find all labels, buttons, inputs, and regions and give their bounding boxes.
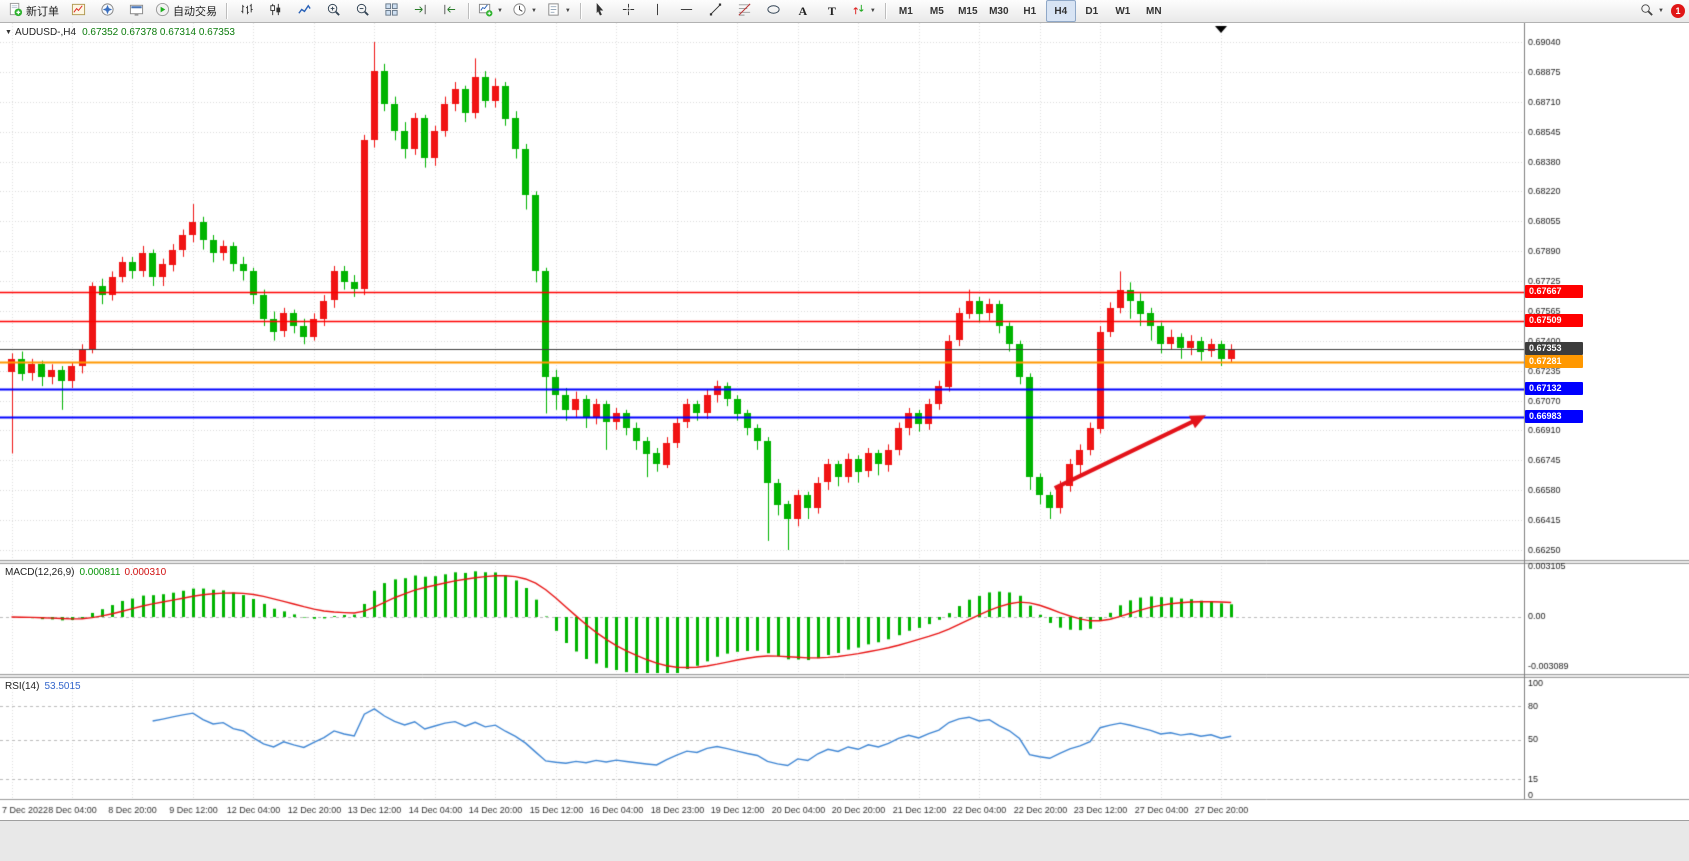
- new-order-label: 新订单: [26, 6, 59, 18]
- zoom-out-icon: [355, 2, 370, 20]
- timeframe-button-W1[interactable]: W1: [1115, 5, 1131, 17]
- shapes-tool-button[interactable]: [760, 0, 788, 22]
- new-chart-icon: [478, 2, 493, 20]
- timeframe-toolbar: M1 M5 M15 M30 H1 H4 D1 W1 MN: [891, 0, 1169, 22]
- toolbar-separator: [884, 3, 886, 19]
- chart-shift-button[interactable]: [435, 0, 463, 22]
- zoom-out-button[interactable]: [348, 0, 376, 22]
- candlestick-chart-button[interactable]: [261, 0, 289, 22]
- crosshair-icon: [621, 2, 636, 20]
- template-icon: [546, 2, 561, 20]
- text-label-tool-button[interactable]: T: [818, 0, 846, 22]
- arrows-icon: [851, 2, 866, 20]
- timeframe-button-M5[interactable]: M5: [929, 5, 944, 17]
- horizontal-line-icon: [679, 2, 694, 20]
- auto-trading-label: 自动交易: [173, 6, 217, 18]
- new-chart-button[interactable]: ▼: [474, 0, 507, 22]
- toolbar-separator: [579, 3, 581, 19]
- current-price-tag: 0.67353: [1525, 342, 1583, 355]
- level-price-tag: 0.67509: [1525, 314, 1583, 327]
- new-order-icon: [8, 2, 23, 20]
- cursor-icon: [592, 2, 607, 20]
- navigator-button[interactable]: [93, 0, 121, 22]
- tile-windows-button[interactable]: [377, 0, 405, 22]
- text-tool-button[interactable]: A: [789, 0, 817, 22]
- periods-button[interactable]: ▼: [508, 0, 541, 22]
- chart-dropdown-icon[interactable]: ▼: [5, 29, 12, 36]
- auto-scroll-button[interactable]: [406, 0, 434, 22]
- zoom-in-icon: [326, 2, 341, 20]
- line-chart-button[interactable]: [290, 0, 318, 22]
- new-order-button[interactable]: 新订单: [4, 0, 63, 22]
- line-chart-icon: [297, 2, 312, 20]
- chevron-down-icon: ▼: [869, 8, 876, 14]
- vertical-line-icon: [650, 2, 665, 20]
- navigator-icon: [100, 2, 115, 20]
- fibonacci-tool-button[interactable]: [731, 0, 759, 22]
- price-chart-canvas[interactable]: [0, 23, 1689, 820]
- tile-windows-icon: [384, 2, 399, 20]
- auto-trading-icon: [155, 2, 170, 20]
- market-watch-button[interactable]: [64, 0, 92, 22]
- fibonacci-icon: [737, 2, 752, 20]
- search-icon: [1639, 2, 1654, 20]
- window-bottom-strip: [0, 820, 1689, 861]
- terminal-icon: [129, 2, 144, 20]
- trendline-tool-button[interactable]: [702, 0, 730, 22]
- bar-chart-icon: [239, 2, 254, 20]
- chart-shift-icon: [442, 2, 457, 20]
- timeframe-button-D1[interactable]: D1: [1085, 5, 1099, 17]
- search-button[interactable]: ▼: [1635, 0, 1668, 22]
- label-tool-icon: T: [827, 3, 836, 18]
- toolbar-separator: [468, 3, 469, 19]
- crosshair-button[interactable]: [615, 0, 643, 22]
- main-toolbar: 新订单 自动交易: [0, 0, 1689, 23]
- arrows-tool-button[interactable]: ▼: [847, 0, 880, 22]
- chevron-down-icon: ▼: [497, 8, 503, 14]
- trendline-icon: [708, 2, 723, 20]
- chart-window: ▼ AUDUSD-,H4 0.67352 0.67378 0.67314 0.673…: [0, 23, 1689, 820]
- cursor-button[interactable]: [586, 0, 614, 22]
- toolbar-right-group: ▼ 1: [1635, 0, 1685, 22]
- auto-trading-button[interactable]: 自动交易: [151, 0, 221, 22]
- candlestick-chart-icon: [268, 2, 283, 20]
- vertical-line-tool-button[interactable]: [644, 0, 672, 22]
- chevron-down-icon: ▼: [1658, 8, 1664, 14]
- timeframe-button-H1[interactable]: H1: [1023, 5, 1037, 17]
- ellipse-icon: [766, 2, 781, 20]
- bar-chart-button[interactable]: [232, 0, 260, 22]
- timeframe-button-M30[interactable]: M30: [989, 5, 1009, 17]
- terminal-button[interactable]: [122, 0, 150, 22]
- text-tool-icon: A: [798, 3, 808, 18]
- level-price-tag: 0.66983: [1525, 410, 1583, 423]
- level-price-tag: 0.67667: [1525, 285, 1583, 298]
- market-watch-icon: [71, 2, 86, 20]
- chevron-down-icon: ▼: [564, 8, 571, 14]
- timeframe-button-MN[interactable]: MN: [1146, 5, 1162, 17]
- chevron-down-icon: ▼: [530, 8, 537, 14]
- timeframe-button-M15[interactable]: M15: [958, 5, 978, 17]
- timeframe-button-H4[interactable]: H4: [1045, 0, 1076, 22]
- timeframe-button-M1[interactable]: M1: [898, 5, 913, 17]
- notification-badge[interactable]: 1: [1671, 4, 1685, 18]
- level-price-tag: 0.67281: [1525, 355, 1583, 368]
- level-price-tag: 0.67132: [1525, 382, 1583, 395]
- auto-scroll-icon: [413, 2, 428, 20]
- toolbar-separator: [226, 3, 227, 19]
- clock-icon: [512, 2, 527, 20]
- horizontal-line-tool-button[interactable]: [673, 0, 701, 22]
- zoom-in-button[interactable]: [319, 0, 347, 22]
- templates-button[interactable]: ▼: [542, 0, 575, 22]
